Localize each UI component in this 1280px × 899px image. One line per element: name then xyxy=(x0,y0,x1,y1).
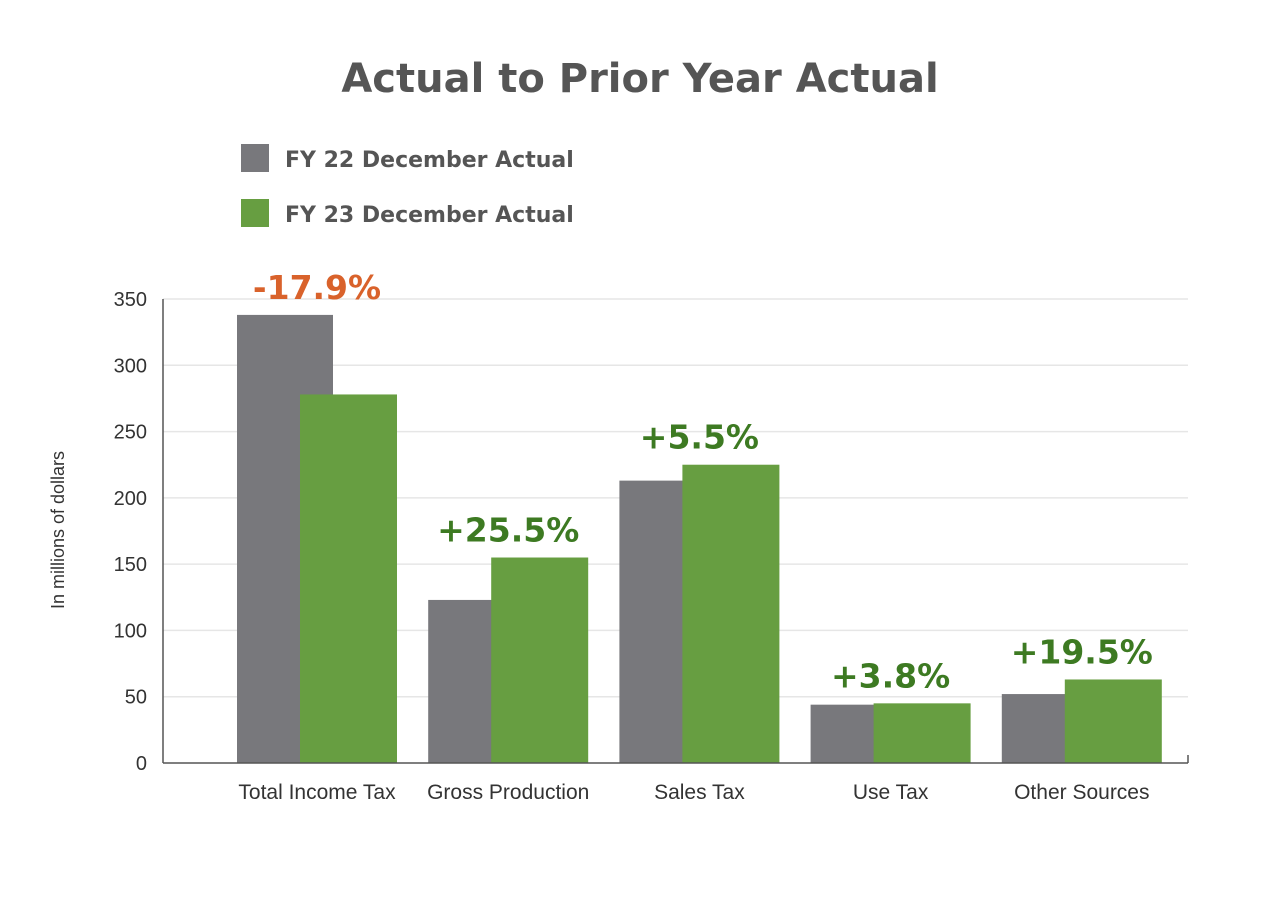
bar-fy23 xyxy=(873,703,971,763)
bar-fy23 xyxy=(682,464,780,763)
chart-title: Actual to Prior Year Actual xyxy=(341,56,938,102)
x-axis-ticks: Total Income Tax Gross Production Sales Ta… xyxy=(238,781,1149,804)
axes xyxy=(162,299,1189,764)
legend-label-fy23: FY 23 December Actual xyxy=(285,203,574,228)
bar-fy23 xyxy=(491,557,589,763)
change-label: +19.5% xyxy=(1011,632,1153,671)
legend-swatch-fy23 xyxy=(241,199,269,227)
legend: FY 22 December Actual FY 23 December Act… xyxy=(241,144,574,228)
y-tick-label: 200 xyxy=(114,488,147,510)
change-label: +5.5% xyxy=(640,418,759,457)
category-label: Use Tax xyxy=(853,781,929,804)
legend-label-fy22: FY 22 December Actual xyxy=(285,148,574,173)
bar-fy23 xyxy=(1064,679,1162,763)
y-tick-label: 150 xyxy=(114,554,147,576)
category-label: Sales Tax xyxy=(654,781,745,804)
category-label: Total Income Tax xyxy=(238,781,396,804)
change-label: +25.5% xyxy=(437,511,579,550)
bar-fy23 xyxy=(300,394,397,763)
y-tick-label: 100 xyxy=(114,620,147,642)
legend-swatch-fy22 xyxy=(241,144,269,172)
y-tick-label: 0 xyxy=(136,753,147,775)
change-label: -17.9% xyxy=(253,268,381,307)
y-tick-label: 300 xyxy=(114,355,147,377)
y-axis-label: In millions of dollars xyxy=(48,451,68,609)
change-label: +3.8% xyxy=(831,656,950,695)
bars xyxy=(237,314,1162,763)
category-label: Other Sources xyxy=(1014,781,1149,804)
y-tick-label: 50 xyxy=(125,687,147,709)
y-tick-label: 350 xyxy=(114,289,147,311)
data-labels: -17.9% +25.5% +5.5% +3.8% +19.5% xyxy=(253,268,1153,695)
y-tick-label: 250 xyxy=(114,422,147,444)
y-axis-ticks: 0 50 100 150 200 250 300 350 xyxy=(114,289,147,775)
category-label: Gross Production xyxy=(427,781,589,804)
